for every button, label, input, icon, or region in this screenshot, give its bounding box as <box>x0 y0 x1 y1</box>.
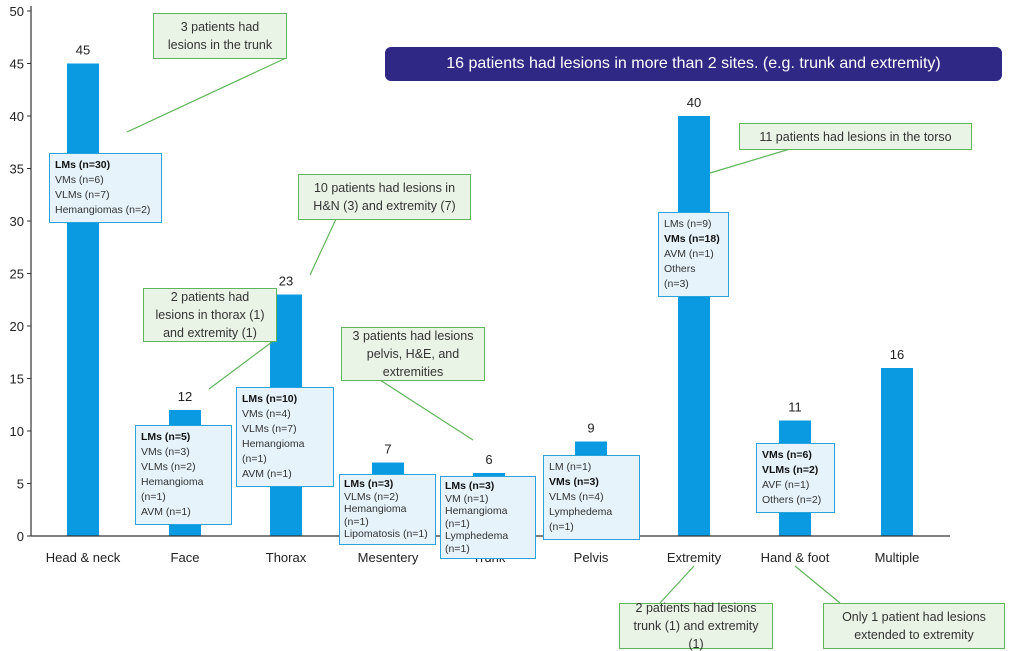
annotation-leader-line <box>794 565 841 604</box>
y-tick-label: 15 <box>10 372 24 387</box>
bar <box>678 116 710 536</box>
breakdown-item: LM (n=1) <box>549 461 592 473</box>
breakdown-item: Hemangioma (n=1) <box>141 476 204 503</box>
y-tick-label: 10 <box>10 424 24 439</box>
y-tick-label: 5 <box>17 477 24 492</box>
data-label: 7 <box>384 442 391 457</box>
data-label: 40 <box>687 95 701 110</box>
y-tick-label: 25 <box>10 267 24 282</box>
breakdown-item: LMs (n=9) <box>664 218 712 230</box>
breakdown-item: LMs (n=30) <box>55 159 111 171</box>
breakdown-box-head-neck: LMs (n=30) VMs (n=6) VLMs (n=7) Hemangiomas… <box>49 153 162 223</box>
annotation-leader-line <box>379 379 474 441</box>
data-label: 45 <box>76 43 90 58</box>
breakdown-item: Others (n=2) <box>762 494 822 506</box>
x-tick-label: Head & neck <box>46 550 121 565</box>
breakdown-item: VLMs (n=2) <box>344 490 399 503</box>
x-tick-label: Thorax <box>266 550 307 565</box>
breakdown-item: VMs (n=3) <box>549 476 599 488</box>
x-tick-label: Hand & foot <box>761 550 830 565</box>
y-tick-label: 30 <box>10 214 24 229</box>
breakdown-item: LMs (n=3) <box>445 480 495 492</box>
breakdown-item: VMs (n=6) <box>762 449 812 461</box>
breakdown-item: Hemangiomas (n=2) <box>55 204 151 216</box>
breakdown-item: VMs (n=4) <box>242 408 291 420</box>
breakdown-item: Hemangioma (n=1) <box>344 503 407 528</box>
breakdown-item: AVF (n=1) <box>762 479 810 491</box>
banner: 16 patients had lesions in more than 2 s… <box>385 47 1002 81</box>
annotation-leader-line <box>309 218 337 276</box>
breakdown-box-extremity: LMs (n=9) VMs (n=18) AVM (n=1) Others (n=3) <box>658 212 729 297</box>
breakdown-item: AVM (n=1) <box>242 468 292 480</box>
data-label: 16 <box>890 347 904 362</box>
y-tick-label: 45 <box>10 57 24 72</box>
breakdown-item: VMs (n=6) <box>55 174 104 186</box>
breakdown-item: VLMs (n=2) <box>762 464 819 476</box>
breakdown-item: LMs (n=5) <box>141 431 191 443</box>
data-label: 23 <box>279 274 293 289</box>
breakdown-box-mesentery: LMs (n=3) VLMs (n=2) Hemangioma (n=1) Lipom… <box>339 474 436 545</box>
data-label: 6 <box>485 452 492 467</box>
annotation-leader-line <box>709 148 791 174</box>
y-tick-label: 35 <box>10 162 24 177</box>
bar <box>881 368 913 536</box>
breakdown-item: VLMs (n=7) <box>55 189 110 201</box>
breakdown-item: Lymphedema (n=1) <box>549 506 613 533</box>
annotation-trunk: 3 patients had lesions in the trunk <box>153 13 287 59</box>
breakdown-box-trunk: LMs (n=3) VM (n=1) Hemangioma (n=1) Lymphed… <box>440 476 536 559</box>
annotation-leader-line <box>208 341 273 390</box>
x-tick-label: Mesentery <box>358 550 419 565</box>
breakdown-item: VLMs (n=4) <box>549 491 604 503</box>
y-tick-label: 20 <box>10 319 24 334</box>
breakdown-item: VLMs (n=7) <box>242 423 297 435</box>
breakdown-box-hand-foot: VMs (n=6) VLMs (n=2) AVF (n=1) Others (n=2) <box>756 443 835 513</box>
data-label: 12 <box>178 389 192 404</box>
annotation-leader-line <box>659 565 695 604</box>
breakdown-item: VMs (n=3) <box>141 446 190 458</box>
y-tick-label: 40 <box>10 109 24 124</box>
breakdown-item: LMs (n=3) <box>344 478 394 490</box>
breakdown-item: VLMs (n=2) <box>141 461 196 473</box>
breakdown-item: Hemangioma (n=1) <box>242 438 305 465</box>
breakdown-item: LMs (n=10) <box>242 393 298 405</box>
x-tick-label: Extremity <box>667 550 722 565</box>
data-label: 9 <box>587 421 594 436</box>
y-tick-label: 50 <box>10 4 24 19</box>
breakdown-item: VMs (n=18) <box>664 233 720 245</box>
annotation-hn-extremity: 10 patients had lesions in H&N (3) and e… <box>298 174 471 220</box>
x-tick-label: Multiple <box>875 550 920 565</box>
breakdown-item: Others (n=3) <box>664 263 696 290</box>
breakdown-item: Lymphedema (n=1) <box>445 530 509 555</box>
x-tick-label: Pelvis <box>574 550 609 565</box>
breakdown-item: VM (n=1) <box>445 492 489 505</box>
breakdown-box-thorax: LMs (n=10) VMs (n=4) VLMs (n=7) Hemangioma … <box>236 387 334 487</box>
annotation-leader-line <box>126 57 287 133</box>
breakdown-item: Lipomatosis (n=1) <box>344 528 428 540</box>
breakdown-item: AVM (n=1) <box>141 506 191 518</box>
x-tick-label: Face <box>171 550 200 565</box>
breakdown-box-face: LMs (n=5) VMs (n=3) VLMs (n=2) Hemangioma (… <box>135 425 232 525</box>
annotation-torso: 11 patients had lesions in the torso <box>739 123 972 150</box>
breakdown-item: Hemangioma (n=1) <box>445 505 508 530</box>
breakdown-box-pelvis: LM (n=1) VMs (n=3) VLMs (n=4) Lymphedema (n… <box>543 455 640 540</box>
annotation-extended-extremity: Only 1 patient had lesions extended to e… <box>823 603 1005 649</box>
annotation-trunk-extremity: 2 patients had lesions trunk (1) and ext… <box>619 601 773 651</box>
breakdown-item: AVM (n=1) <box>664 248 714 260</box>
annotation-thorax-extremity: 2 patients had lesions in thorax (1) and… <box>143 288 277 342</box>
data-label: 11 <box>788 400 802 415</box>
bar <box>67 63 99 536</box>
y-tick-label: 0 <box>17 529 24 544</box>
annotation-pelvis-he: 3 patients had lesions pelvis, H&E, and … <box>341 327 485 381</box>
